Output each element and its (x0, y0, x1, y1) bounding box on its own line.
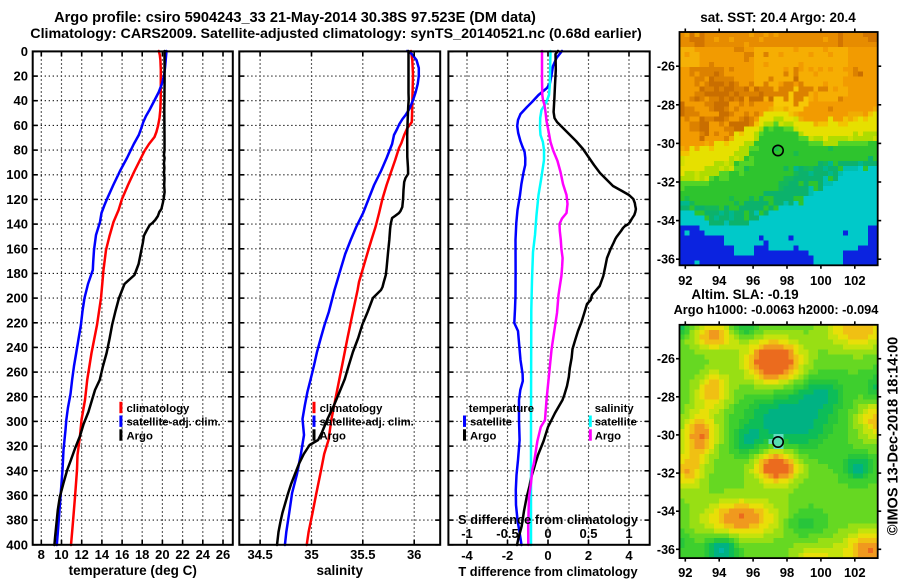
svg-text:240: 240 (6, 340, 28, 355)
svg-text:Climatology: CARS2009. Satelli: Climatology: CARS2009. Satellite-adjuste… (30, 26, 642, 42)
svg-text:climatology: climatology (320, 403, 383, 415)
svg-text:102: 102 (844, 565, 866, 580)
svg-text:12: 12 (74, 547, 88, 562)
svg-text:24: 24 (196, 547, 211, 562)
svg-text:36: 36 (407, 547, 421, 562)
svg-text:0: 0 (544, 526, 551, 541)
svg-text:16: 16 (115, 547, 129, 562)
svg-text:0.5: 0.5 (579, 526, 597, 541)
svg-text:80: 80 (14, 143, 28, 158)
svg-text:Argo: Argo (595, 431, 621, 443)
svg-text:200: 200 (6, 291, 28, 306)
svg-text:temperature: temperature (469, 403, 534, 415)
svg-text:-36: -36 (657, 543, 675, 557)
svg-text:-26: -26 (657, 352, 675, 366)
svg-text:Altim. SLA: -0.19: Altim. SLA: -0.19 (691, 287, 798, 302)
svg-text:Argo h1000: -0.0063 h2000: -0.: Argo h1000: -0.0063 h2000: -0.094 (674, 302, 880, 317)
svg-text:92: 92 (678, 565, 692, 580)
svg-text:96: 96 (746, 273, 760, 288)
svg-text:-32: -32 (657, 176, 675, 190)
svg-text:-26: -26 (657, 60, 675, 74)
svg-text:380: 380 (6, 513, 28, 528)
svg-text:98: 98 (780, 565, 794, 580)
svg-text:climatology: climatology (127, 403, 190, 415)
svg-text:140: 140 (6, 217, 28, 232)
svg-text:18: 18 (135, 547, 149, 562)
svg-text:1: 1 (625, 526, 632, 541)
svg-text:400: 400 (6, 537, 28, 552)
svg-text:160: 160 (6, 241, 28, 256)
svg-text:60: 60 (14, 118, 28, 133)
svg-text:360: 360 (6, 488, 28, 503)
svg-text:20: 20 (14, 69, 28, 84)
svg-text:280: 280 (6, 389, 28, 404)
svg-text:40: 40 (14, 93, 28, 108)
svg-text:-0.5: -0.5 (496, 526, 518, 541)
svg-text:100: 100 (810, 565, 832, 580)
svg-text:Argo: Argo (127, 431, 153, 443)
svg-text:salinity: salinity (317, 563, 364, 578)
svg-text:-28: -28 (657, 98, 675, 112)
svg-text:T difference from climatology: T difference from climatology (458, 564, 638, 579)
svg-text:0: 0 (544, 548, 551, 563)
svg-text:35.5: 35.5 (350, 547, 375, 562)
svg-text:8: 8 (38, 547, 45, 562)
svg-text:-4: -4 (461, 548, 473, 563)
svg-text:96: 96 (746, 565, 760, 580)
svg-text:Argo: Argo (320, 431, 346, 443)
svg-text:100: 100 (6, 167, 28, 182)
svg-text:satellite: satellite (595, 417, 637, 429)
svg-text:-34: -34 (657, 505, 675, 519)
svg-text:satellite-adj. clim.: satellite-adj. clim. (320, 417, 414, 429)
svg-text:-30: -30 (657, 428, 675, 442)
svg-text:satellite-adj. clim.: satellite-adj. clim. (127, 417, 221, 429)
svg-text:94: 94 (712, 273, 727, 288)
svg-text:satellite: satellite (470, 417, 512, 429)
svg-text:98: 98 (780, 273, 794, 288)
svg-text:-30: -30 (657, 137, 675, 151)
svg-text:20: 20 (155, 547, 169, 562)
svg-text:120: 120 (6, 192, 28, 207)
svg-text:-34: -34 (657, 214, 675, 228)
svg-text:-36: -36 (657, 253, 675, 267)
svg-text:©IMOS 13-Dec-2018 18:14:00: ©IMOS 13-Dec-2018 18:14:00 (886, 337, 900, 535)
svg-text:10: 10 (54, 547, 68, 562)
svg-text:4: 4 (625, 548, 633, 563)
svg-text:0: 0 (21, 44, 28, 59)
svg-text:salinity: salinity (595, 403, 635, 415)
svg-text:340: 340 (6, 463, 28, 478)
svg-text:35: 35 (304, 547, 318, 562)
svg-text:2: 2 (585, 548, 592, 563)
svg-text:14: 14 (95, 547, 110, 562)
svg-text:100: 100 (810, 273, 832, 288)
svg-text:220: 220 (6, 315, 28, 330)
svg-text:temperature (deg C): temperature (deg C) (69, 563, 197, 578)
svg-text:22: 22 (175, 547, 189, 562)
svg-text:Argo profile: csiro 5904243_33: Argo profile: csiro 5904243_33 21-May-20… (54, 10, 536, 26)
svg-text:92: 92 (678, 273, 692, 288)
svg-text:-2: -2 (502, 548, 514, 563)
svg-text:Argo: Argo (470, 431, 496, 443)
svg-text:-1: -1 (461, 526, 473, 541)
svg-text:180: 180 (6, 266, 28, 281)
svg-text:-28: -28 (657, 390, 675, 404)
svg-text:94: 94 (712, 565, 727, 580)
svg-text:sat. SST: 20.4 Argo: 20.4: sat. SST: 20.4 Argo: 20.4 (700, 10, 856, 25)
svg-text:300: 300 (6, 414, 28, 429)
svg-text:-32: -32 (657, 467, 675, 481)
svg-text:26: 26 (216, 547, 230, 562)
svg-text:S difference from climatology: S difference from climatology (458, 512, 639, 527)
svg-text:320: 320 (6, 439, 28, 454)
svg-text:102: 102 (844, 273, 866, 288)
svg-text:260: 260 (6, 365, 28, 380)
svg-text:34.5: 34.5 (247, 547, 272, 562)
